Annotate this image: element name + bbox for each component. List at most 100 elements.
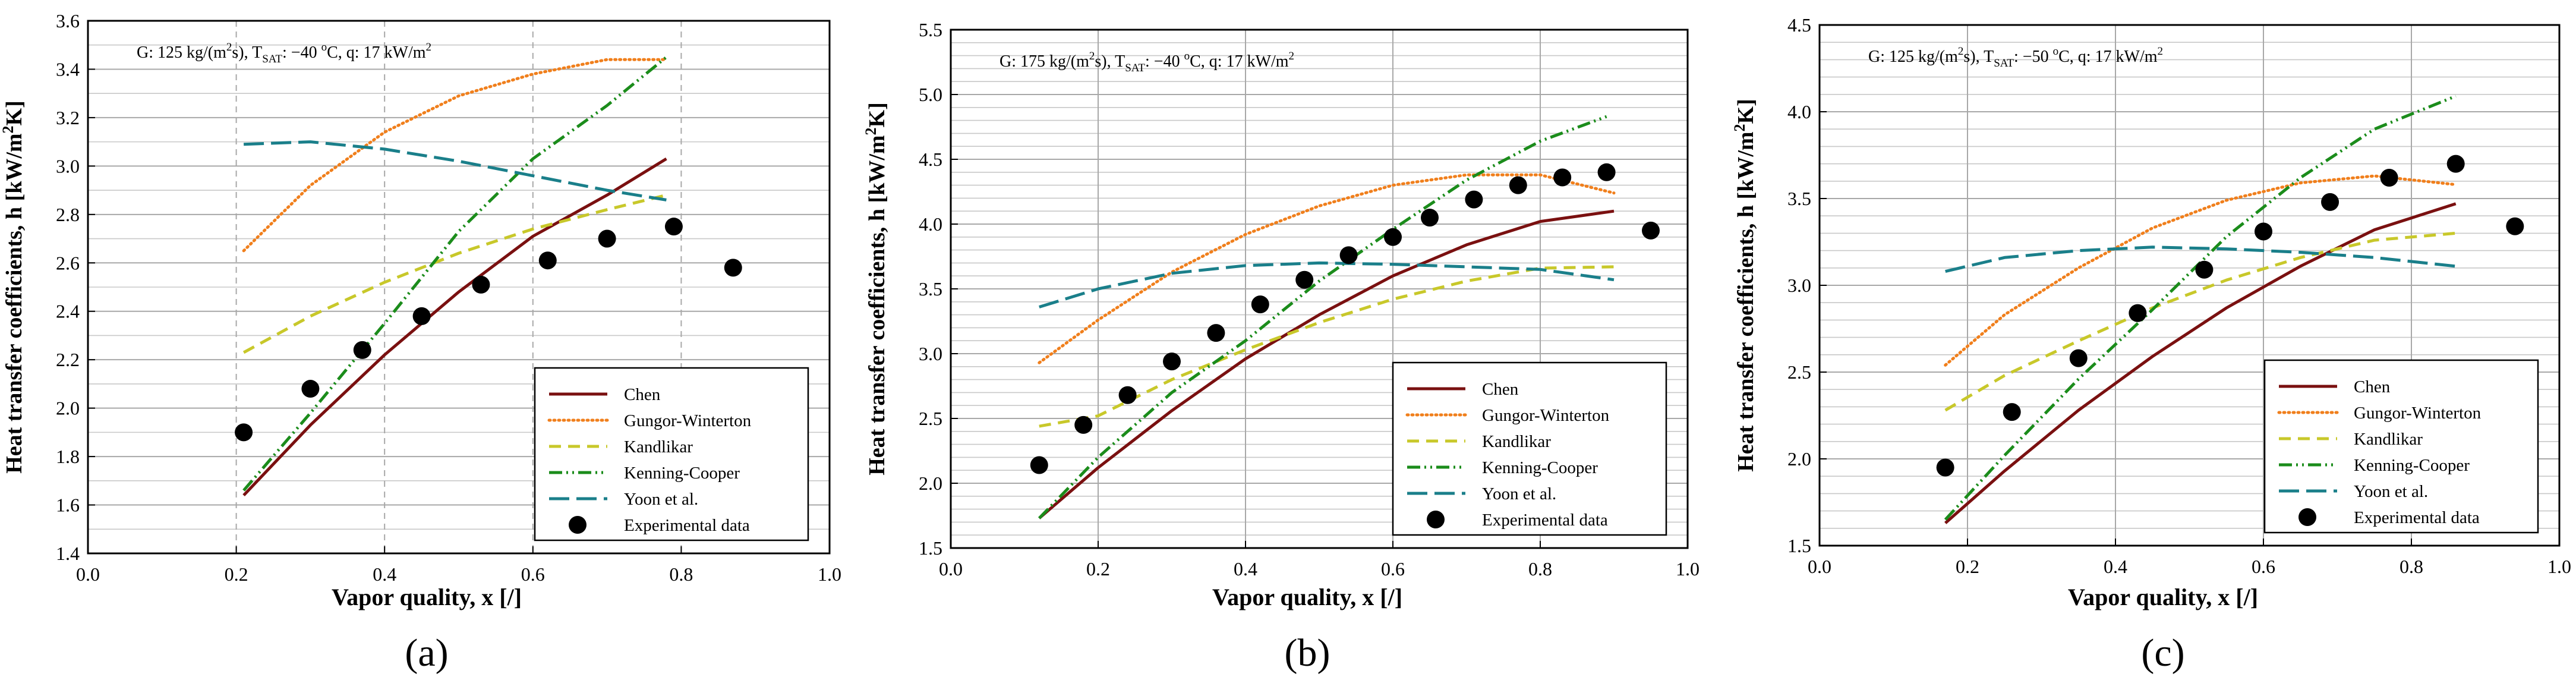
experimental-data-point <box>1030 456 1048 474</box>
legend-label: Kenning-Cooper <box>1482 458 1598 477</box>
experimental-data-point <box>2380 168 2398 187</box>
legend-label: Kandlikar <box>1482 432 1551 451</box>
series-line-kenning-cooper <box>242 56 667 492</box>
y-tick-label: 4.5 <box>1787 14 1811 36</box>
experimental-data-point <box>1207 324 1225 342</box>
y-tick-label: 3.0 <box>919 343 942 364</box>
series-line-kenning-cooper <box>1038 115 1607 519</box>
x-tick-label: 0.6 <box>521 563 545 585</box>
y-tick-label: 3.5 <box>919 278 942 300</box>
legend-label: Chen <box>2354 377 2391 396</box>
y-tick-label: 2.2 <box>56 349 80 370</box>
experimental-data-point <box>2506 217 2524 235</box>
legend-marker <box>2298 508 2316 526</box>
legend-label: Kenning-Cooper <box>2354 456 2470 475</box>
experimental-data-point <box>353 341 371 359</box>
series-line-yoon-et-al <box>244 140 667 201</box>
y-tick-label: 3.2 <box>56 107 80 128</box>
x-tick-label: 0.2 <box>1956 556 1979 577</box>
legend-label: Yoon et al. <box>1482 484 1556 503</box>
x-tick-label: 0.0 <box>1808 556 1831 577</box>
experimental-data-point <box>1118 386 1137 404</box>
experimental-data-point <box>1509 176 1527 194</box>
legend-label: Kandlikar <box>2354 430 2423 449</box>
experimental-data-point <box>1936 458 1954 477</box>
x-tick-label: 0.2 <box>225 563 248 585</box>
series-line-yoon-et-al <box>1945 245 2456 273</box>
experimental-data-point <box>538 251 557 270</box>
experimental-data-point <box>472 275 490 294</box>
y-axis-title: Heat transfer coefficients, h [kW/m2K] <box>1731 99 1758 472</box>
conditions-annotation: G: 175 kg/(m2s), TSAT: −40 oC, q: 17 kW/… <box>999 50 1294 74</box>
legend-label: Gungor-Winterton <box>1482 406 1610 425</box>
y-tick-label: 3.0 <box>1787 275 1811 296</box>
series-line-gungor-winterton <box>242 58 668 253</box>
y-tick-label: 2.0 <box>1787 448 1811 470</box>
panel-label: (a) <box>405 631 448 675</box>
chart-panel-3: 0.0 0.2 0.4 0.6 0.8 1.0 1.5 2.0 2.5 3.0 3.5 4.0 4.5 V… <box>1731 14 2571 675</box>
experimental-data-point <box>1074 415 1093 434</box>
legend-label: Gungor-Winterton <box>2354 404 2482 423</box>
series-line-chen <box>1944 202 2457 524</box>
legend-label: Chen <box>1482 380 1519 399</box>
experimental-data-point <box>2195 260 2214 279</box>
y-tick-label: 2.6 <box>56 252 80 273</box>
y-tick-label: 2.5 <box>919 408 942 429</box>
y-tick-label: 5.5 <box>919 19 942 40</box>
x-tick-label: 0.4 <box>2104 556 2127 577</box>
experimental-data-point <box>2321 193 2339 211</box>
conditions-annotation: G: 125 kg/(m2s), TSAT: −50 oC, q: 17 kW/… <box>1868 45 2163 70</box>
series-line-kenning-cooper <box>1944 95 2457 521</box>
series-line-gungor-winterton <box>1038 173 1616 364</box>
y-tick-label: 3.6 <box>56 10 80 32</box>
legend-label: Experimental data <box>2354 508 2480 527</box>
legend-label: Gungor-Winterton <box>624 411 752 430</box>
experimental-data-point <box>1339 246 1358 265</box>
experimental-data-point <box>724 259 742 277</box>
x-tick-label: 0.6 <box>2252 556 2275 577</box>
y-tick-label: 1.6 <box>56 495 80 516</box>
x-tick-label: 0.6 <box>1381 558 1405 580</box>
x-axis-title: Vapor quality, x [/] <box>2068 584 2258 610</box>
series-line-chen <box>242 157 667 497</box>
x-axis-title: Vapor quality, x [/] <box>332 584 522 610</box>
legend-label: Experimental data <box>624 516 750 535</box>
experimental-data-point <box>301 380 320 398</box>
experimental-data-point <box>235 423 253 442</box>
conditions-annotation: G: 125 kg/(m2s), TSAT: −40 oC, q: 17 kW/… <box>137 41 431 65</box>
experimental-data-point <box>1163 352 1181 371</box>
experimental-data-point <box>1251 295 1269 314</box>
x-tick-label: 0.0 <box>76 563 100 585</box>
panel-label: (b) <box>1285 631 1330 675</box>
legend: Chen Gungor-Winterton Kandlikar Kenning-Coo… <box>2263 359 2539 534</box>
x-tick-label: 0.0 <box>939 558 963 580</box>
experimental-data-point <box>412 307 431 325</box>
series-line-kandlikar <box>1039 265 1615 428</box>
experimental-data-point <box>664 218 683 236</box>
x-tick-label: 0.4 <box>373 563 396 585</box>
legend: Chen Gungor-Winterton Kandlikar Kenning-Coo… <box>534 367 809 541</box>
y-tick-label: 4.5 <box>919 149 942 170</box>
chart-panel-1: 0.0 0.2 0.4 0.6 0.8 1.0 1.4 1.6 1.8 2.0 2.2 2.4 2.6 2… <box>0 10 841 675</box>
experimental-data-point <box>1597 163 1616 181</box>
y-axis-title: Heat transfer coefficients, h [kW/m2K] <box>0 100 27 474</box>
legend-label: Kenning-Cooper <box>624 464 740 483</box>
series-line-chen <box>1038 209 1615 519</box>
y-tick-label: 1.5 <box>919 537 942 559</box>
legend-box <box>1392 361 1667 536</box>
experimental-data-point <box>598 229 616 248</box>
y-tick-label: 1.4 <box>56 543 80 564</box>
y-axis-title: Heat transfer coefficients, h [kW/m2K] <box>862 102 890 476</box>
y-tick-label: 2.5 <box>1787 361 1811 383</box>
series-line-yoon-et-al <box>1039 261 1615 308</box>
legend-label: Yoon et al. <box>624 490 698 509</box>
y-tick-label: 1.5 <box>1787 535 1811 556</box>
panel-label: (c) <box>2141 631 2184 675</box>
x-tick-label: 0.2 <box>1086 558 1110 580</box>
y-tick-label: 5.0 <box>919 84 942 105</box>
legend: Chen Gungor-Winterton Kandlikar Kenning-Coo… <box>1392 361 1667 536</box>
chart-panel-2: 0.0 0.2 0.4 0.6 0.8 1.0 1.5 2.0 2.5 3.0 3.5 4.0 4.5 5… <box>862 19 1700 675</box>
y-tick-label: 3.4 <box>56 58 80 80</box>
experimental-data-point <box>2069 349 2088 367</box>
